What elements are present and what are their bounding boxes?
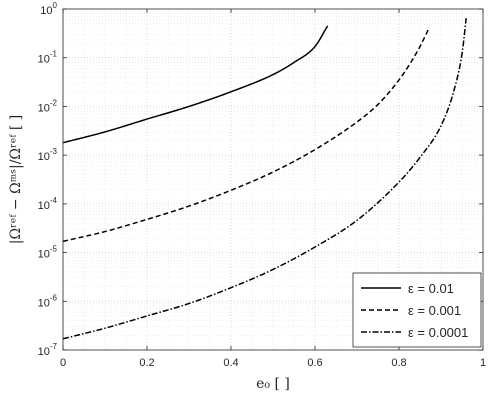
legend-label-2: ε = 0.001 (408, 303, 461, 318)
y-tick-base: 10 (38, 102, 50, 114)
y-tick-exponent: -3 (50, 147, 58, 156)
y-tick-label: 10-6 (38, 293, 58, 309)
y-tick-base: 10 (38, 346, 50, 358)
y-tick-base: 10 (38, 54, 50, 66)
legend: ε = 0.01 ε = 0.001 ε = 0.0001 (352, 272, 482, 348)
series-line-3 (62, 18, 467, 340)
y-tick-base: 10 (38, 200, 50, 212)
x-tick-label: 1 (480, 357, 486, 369)
x-tick-label: 0.6 (307, 357, 322, 369)
y-tick-label: 10-4 (38, 196, 58, 212)
y-tick-base: 10 (38, 297, 50, 309)
series-line-2 (62, 29, 430, 243)
x-axis-label: e₀ [ ] (256, 376, 290, 392)
y-tick-exponent: -6 (50, 293, 58, 302)
y-tick-label: 100 (40, 1, 57, 17)
y-tick-label: 10-5 (38, 245, 58, 261)
series-layer (62, 18, 467, 340)
y-tick-label: 10-3 (38, 147, 58, 163)
y-tick-exponent: -5 (50, 245, 58, 254)
y-tick-base: 10 (38, 151, 50, 163)
y-tick-exponent: -1 (50, 50, 58, 59)
y-tick-base: 10 (38, 249, 50, 261)
y-axis-label: |Ωʳᵉᶠ − Ωᵐˢ|/Ωʳᵉᶠ [ ] (8, 115, 24, 245)
y-tick-exponent: 0 (53, 1, 58, 10)
plot-frame (62, 8, 484, 351)
minor-grid (63, 9, 483, 350)
y-tick-exponent: -7 (50, 342, 58, 351)
y-tick-label: 10-7 (38, 342, 58, 358)
x-tick-label: 0.8 (391, 357, 406, 369)
legend-box (352, 272, 482, 348)
y-tick-base: 10 (40, 5, 52, 17)
y-tick-label: 10-1 (38, 50, 58, 66)
series-line-1 (62, 25, 329, 144)
x-tick-label: 0 (60, 357, 66, 369)
y-tick-exponent: -4 (50, 196, 58, 205)
y-tick-exponent: -2 (50, 98, 58, 107)
x-tick-label: 0.2 (139, 357, 154, 369)
x-tick-labels: 0 0.2 0.4 0.6 0.8 1 (60, 357, 486, 369)
x-tick-label: 0.4 (223, 357, 238, 369)
legend-label-3: ε = 0.0001 (408, 325, 468, 340)
y-tick-label: 10-2 (38, 98, 58, 114)
legend-label-1: ε = 0.01 (408, 281, 454, 296)
legend-items: ε = 0.01 ε = 0.001 ε = 0.0001 (361, 281, 468, 340)
